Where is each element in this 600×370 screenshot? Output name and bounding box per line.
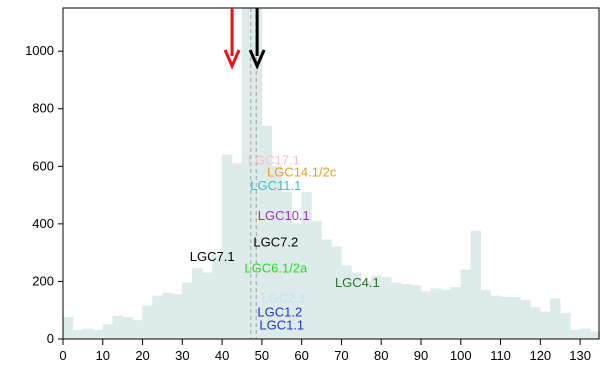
y-tick-label: 1000: [25, 43, 54, 58]
x-tick-label: 80: [374, 348, 388, 363]
lgc-label: LGC1.2: [257, 305, 302, 320]
x-tick-label: 30: [175, 348, 189, 363]
histogram-bar: [132, 320, 143, 340]
x-tick-label: 110: [490, 348, 511, 363]
arrows: [223, 8, 266, 70]
histogram-bar: [569, 330, 581, 340]
lgc-label: LGC7.2: [253, 235, 298, 250]
y-tick-label: 400: [32, 216, 54, 231]
x-tick-label: 120: [529, 348, 551, 363]
histogram-bar: [520, 299, 531, 340]
lgc-label: LGC4.1: [335, 275, 380, 290]
histogram-bar: [460, 269, 471, 340]
histogram-bar: [182, 282, 193, 340]
lgc-label: LGC17.1: [248, 153, 300, 168]
histogram-bar: [559, 312, 571, 340]
histogram-bar: [450, 286, 462, 340]
histogram-bar: [82, 328, 94, 340]
x-tick-label: 130: [569, 348, 591, 363]
histogram-bar: [331, 246, 342, 340]
histogram-bar: [72, 330, 84, 340]
histogram-bar: [500, 297, 511, 340]
lgc-label: LGC2.1: [261, 291, 306, 306]
histogram-bar: [380, 276, 392, 340]
down-arrow-icon: [248, 8, 266, 70]
histogram-bar: [92, 330, 104, 340]
x-tick-label: 40: [215, 348, 229, 363]
histogram-bar: [112, 315, 123, 340]
histogram-bar: [579, 328, 591, 340]
lgc-label: LGC1.1: [259, 317, 304, 332]
histogram-bar: [201, 272, 213, 340]
lgc-label: LGC10.1: [258, 208, 310, 223]
x-tick-label: 0: [59, 348, 66, 363]
histogram-bar: [440, 289, 452, 340]
histogram-bar: [540, 311, 551, 340]
histogram-bar: [550, 298, 561, 340]
histogram-bar: [480, 289, 491, 340]
x-tick-label: 20: [135, 348, 149, 363]
reference-lines: [250, 8, 257, 339]
lgc-label: LGC14.1/2c: [267, 165, 337, 180]
y-tick-label: 0: [47, 331, 54, 346]
y-tick-label: 800: [32, 101, 54, 116]
histogram-bar: [152, 295, 163, 340]
y-tick-label: 600: [32, 158, 54, 173]
histogram-bar: [221, 154, 233, 340]
histogram-bar: [122, 317, 133, 340]
x-tick-label: 60: [294, 348, 308, 363]
histogram-bar: [102, 324, 113, 340]
histogram-bar: [311, 220, 322, 340]
lgc-label: LGC7.1: [190, 249, 235, 264]
histogram-bar: [162, 292, 173, 340]
y-axis: 0 200 400 600 800 1000: [25, 43, 63, 346]
histogram-bar: [361, 281, 372, 340]
histogram-bars: [62, 7, 600, 340]
x-tick-label: 50: [255, 348, 269, 363]
histogram-bar: [172, 294, 183, 340]
x-tick-label: 10: [96, 348, 110, 363]
lgc-label: LGC11.1: [250, 178, 301, 193]
histogram-bar: [400, 284, 412, 340]
histogram-bar: [192, 268, 203, 340]
histogram-bar: [211, 255, 223, 340]
x-axis: 0 10 20 30 40 50 60 70 80 90 100 110 120 130: [59, 339, 591, 363]
histogram-bar: [510, 297, 521, 340]
histogram-bar: [410, 285, 422, 340]
lgc-label: LGC6.1/2a: [244, 260, 308, 275]
x-tick-label: 100: [450, 348, 472, 363]
histogram-bar: [142, 305, 153, 340]
plot-frame: [62, 7, 600, 340]
histogram-bar: [420, 291, 432, 340]
down-arrow-icon: [223, 8, 241, 70]
histogram-bar: [490, 295, 501, 340]
x-tick-label: 90: [414, 348, 428, 363]
y-tick-label: 200: [32, 273, 54, 288]
x-tick-label: 70: [334, 348, 348, 363]
histogram-bar: [530, 307, 541, 340]
histogram-bar: [430, 288, 442, 340]
histogram-bar: [62, 317, 74, 340]
histogram-bar: [470, 230, 481, 340]
histogram-bar: [321, 239, 332, 340]
histogram-bar: [390, 282, 402, 340]
